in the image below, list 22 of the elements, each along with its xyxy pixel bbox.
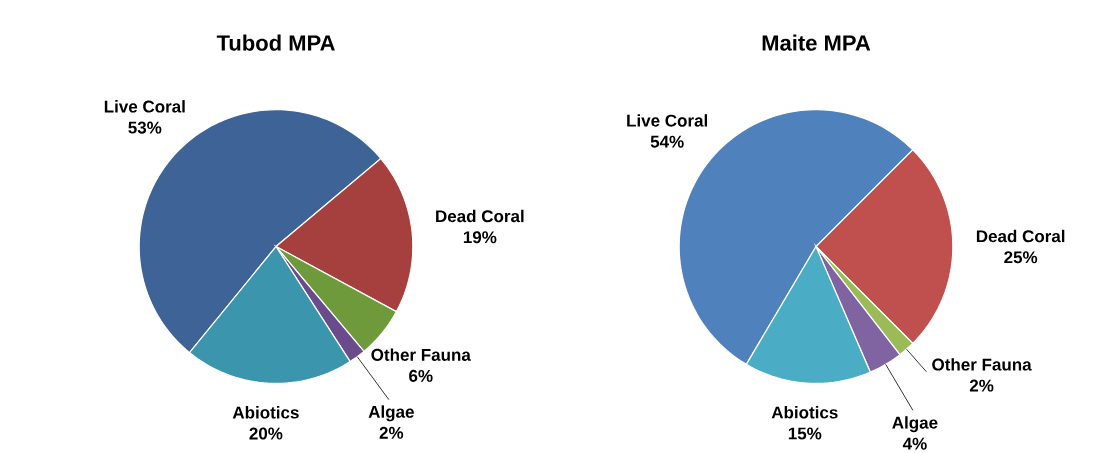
- data-label: 53%: [128, 121, 162, 134]
- slice-label: Abiotics: [771, 406, 838, 419]
- data-label: 15%: [788, 427, 822, 440]
- data-label: 25%: [1004, 251, 1038, 264]
- slice-label: Other Fauna: [932, 358, 1032, 371]
- slice-label: Live Coral: [627, 114, 708, 127]
- data-label: 54%: [650, 135, 684, 148]
- slice-label: Live Coral: [104, 100, 185, 113]
- slice-label: Dead Coral: [976, 229, 1065, 243]
- data-label: 2%: [379, 426, 404, 439]
- data-label: 2%: [969, 379, 994, 392]
- data-label: 4%: [902, 437, 927, 450]
- data-label: 19%: [463, 231, 497, 244]
- slice-label: Algae: [892, 416, 938, 433]
- slice-label: Abiotics: [232, 406, 299, 419]
- chart-title: Maite MPA: [762, 34, 871, 51]
- slice-label: Dead Coral: [436, 209, 524, 223]
- data-label: 6%: [409, 369, 433, 382]
- slice-label: Algae: [368, 405, 414, 422]
- slice-label: Other Fauna: [371, 348, 471, 361]
- chart-title: Tubod MPA: [216, 34, 335, 51]
- data-label: 20%: [249, 427, 283, 440]
